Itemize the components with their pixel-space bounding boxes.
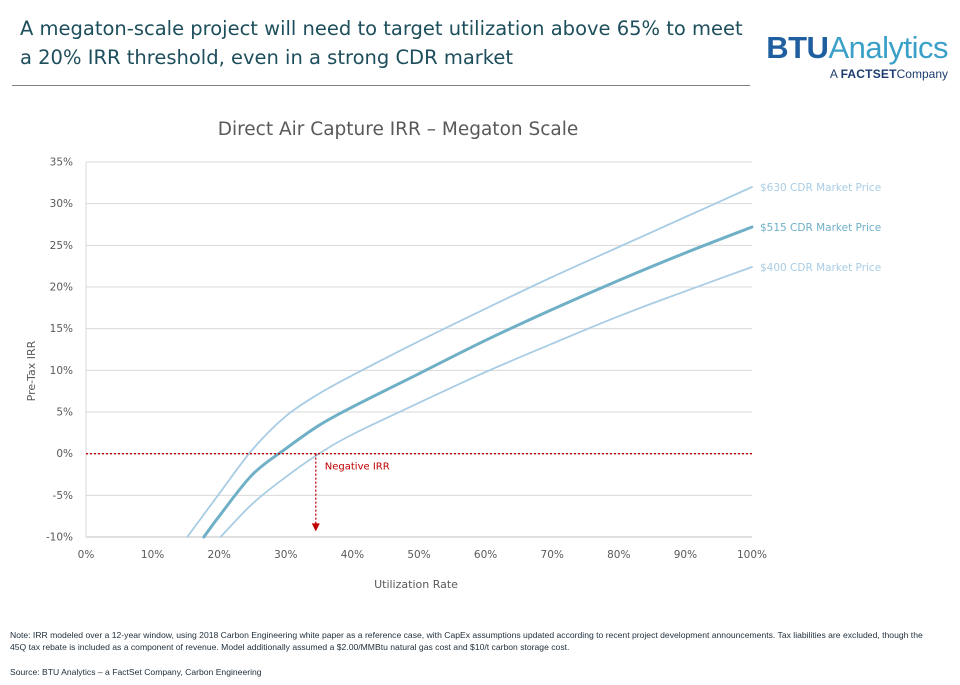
x-axis-label: Utilization Rate (374, 578, 458, 591)
y-axis-label: Pre-Tax IRR (25, 340, 38, 401)
x-tick-label: 100% (737, 549, 767, 561)
chart-title: Direct Air Capture IRR – Megaton Scale (218, 119, 579, 140)
grid-layer (85, 161, 752, 538)
btu-analytics-logo: BTUAnalytics (766, 31, 948, 65)
logo-tag-suffix: Company (896, 67, 948, 81)
series-labels: $630 CDR Market Price $515 CDR Market Pri… (760, 182, 881, 274)
series-line-515-cdr-market-price (202, 225, 754, 539)
x-tick-label: 0% (78, 549, 95, 561)
annotation-layer: Negative IRR (86, 453, 752, 532)
series-label-630-cdr-market-price: $630 CDR Market Price (760, 182, 881, 194)
y-tick-label: 5% (56, 407, 73, 419)
x-tick-label: 70% (541, 549, 564, 561)
logo-tag-factset: FACTSET (840, 67, 897, 81)
y-tick-label: 10% (50, 365, 73, 377)
footnote: Note: IRR modeled over a 12-year window,… (10, 630, 923, 652)
headline: A megaton-scale project will need to tar… (20, 17, 743, 69)
series-line-630-cdr-market-price (186, 186, 753, 538)
x-tick-label: 20% (208, 549, 231, 561)
x-tick-label: 90% (674, 549, 697, 561)
header-divider (12, 85, 750, 86)
y-tick-label: 20% (50, 282, 73, 294)
x-tick-labels: 0% 10% 20% 30% 40% 50% 60% 70% 80% 90% 100% (78, 549, 767, 561)
y-tick-label: -5% (53, 490, 73, 502)
x-tick-label: 10% (141, 549, 164, 561)
negative-irr-arrowhead (311, 523, 320, 532)
series-layer (186, 186, 754, 539)
x-tick-label: 40% (341, 549, 364, 561)
logo-tag-prefix: A (829, 67, 838, 81)
y-tick-label: 25% (50, 240, 73, 252)
logo-brand-bold: BTU (766, 30, 829, 65)
x-tick-label: 60% (474, 549, 497, 561)
x-tick-label: 80% (607, 549, 630, 561)
y-tick-label: 35% (50, 157, 73, 169)
series-label-400-cdr-market-price: $400 CDR Market Price (760, 262, 881, 274)
y-tick-labels: -10% -5% 0% 5% 10% 15% 20% 25% 30% 35% (46, 157, 73, 544)
x-tick-label: 50% (407, 549, 430, 561)
x-tick-label: 30% (274, 549, 297, 561)
y-tick-label: 0% (56, 448, 73, 460)
source-note: Source: BTU Analytics – a FactSet Compan… (10, 667, 262, 677)
y-tick-label: 30% (50, 198, 73, 210)
negative-irr-label: Negative IRR (325, 462, 390, 473)
y-tick-label: -10% (46, 532, 73, 544)
series-line-400-cdr-market-price (219, 266, 753, 538)
logo-brand-light: Analytics (828, 30, 948, 65)
y-tick-label: 15% (50, 323, 73, 335)
logo-tagline: A FACTSETCompany (830, 67, 948, 81)
series-label-515-cdr-market-price: $515 CDR Market Price (760, 222, 881, 234)
